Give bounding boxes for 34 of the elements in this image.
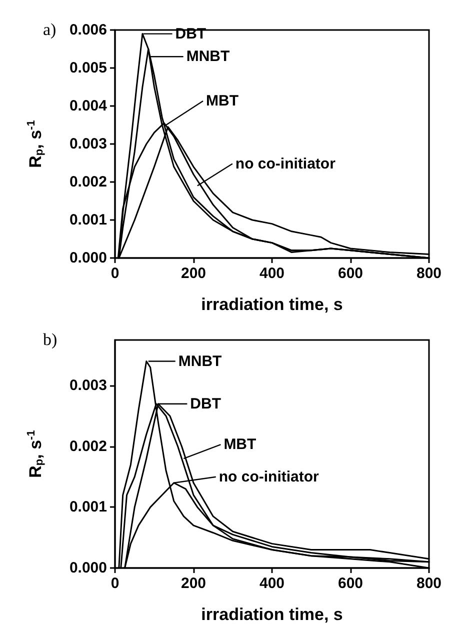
- y-tick-label: 0.000: [69, 560, 107, 576]
- x-tick-label: 200: [180, 575, 206, 592]
- y-axis-title: Rp, s-1: [26, 430, 46, 478]
- y-axis-title: Rp, s-1: [26, 120, 46, 168]
- x-tick-label: 0: [110, 265, 120, 282]
- x-axis-title: irradiation time, s: [201, 295, 343, 314]
- x-tick-label: 600: [338, 265, 364, 282]
- annotation: MNBT: [178, 352, 222, 370]
- x-tick-label: 400: [259, 265, 285, 282]
- y-tick-label: 0.006: [69, 22, 107, 38]
- x-axis-title: irradiation time, s: [201, 605, 343, 624]
- annotation: MBT: [206, 92, 239, 110]
- y-tick-label: 0.003: [69, 377, 107, 394]
- chart-title: b): [43, 330, 58, 349]
- x-tick-label: 400: [259, 575, 285, 592]
- annotation: MNBT: [186, 48, 230, 66]
- y-tick-label: 0.002: [69, 438, 107, 455]
- y-tick-label: 0.002: [69, 174, 107, 190]
- y-tick-label: 0.003: [69, 136, 107, 152]
- y-tick-label: 0.004: [69, 98, 108, 114]
- x-tick-label: 200: [180, 265, 206, 282]
- x-tick-label: 800: [416, 265, 442, 282]
- y-tick-label: 0.000: [69, 250, 107, 266]
- y-tick-label: 0.005: [69, 60, 107, 76]
- y-tick-label: 0.001: [69, 212, 107, 228]
- x-tick-label: 600: [338, 575, 364, 592]
- annotation: no co-initiator: [235, 155, 336, 172]
- annotation: MBT: [224, 436, 256, 454]
- annotation: DBT: [190, 395, 222, 412]
- y-tick-label: 0.001: [69, 498, 107, 516]
- chart-title: a): [43, 20, 56, 39]
- x-tick-label: 0: [110, 575, 120, 592]
- annotation: no co-initiator: [218, 468, 320, 486]
- x-tick-label: 800: [416, 575, 442, 592]
